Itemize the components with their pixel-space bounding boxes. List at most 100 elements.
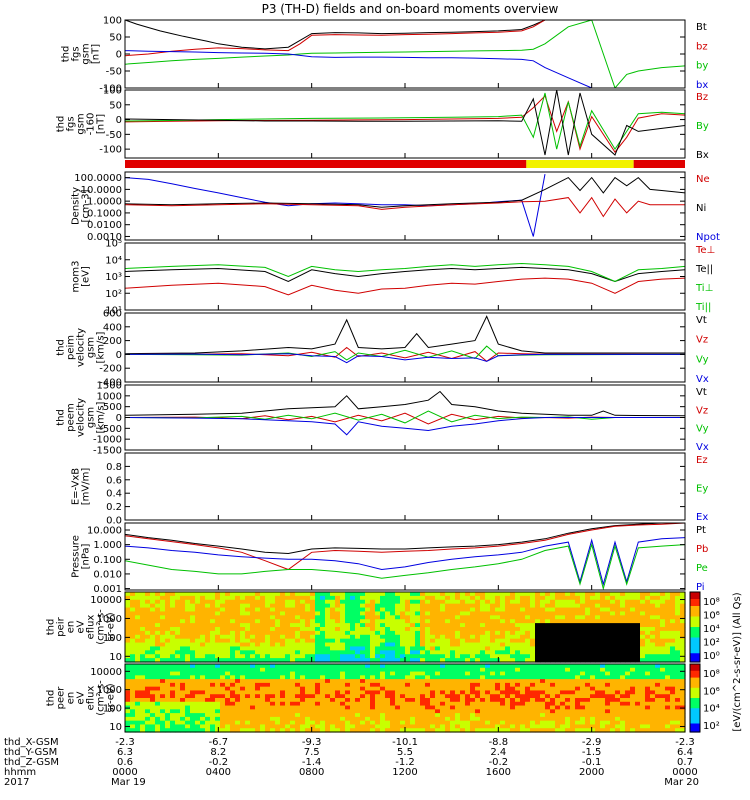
spectrogram-cell	[510, 650, 516, 655]
spectrogram-cell	[150, 686, 156, 692]
spectrogram-cell	[195, 664, 201, 669]
spectrogram-cell	[610, 603, 616, 609]
spectrogram-cell	[495, 701, 501, 707]
spectrogram-cell	[540, 701, 546, 707]
spectrogram-cell	[550, 698, 556, 703]
spectrogram-cell	[370, 654, 376, 659]
spectrogram-cell	[225, 701, 231, 707]
spectrogram-cell	[445, 679, 451, 684]
spectrogram-cell	[285, 627, 291, 632]
spectrogram-cell	[185, 694, 191, 699]
ytick-label: 10	[109, 652, 122, 663]
spectrogram-cell	[495, 623, 501, 628]
spectrogram-cell	[450, 671, 456, 676]
spectrogram-cell	[365, 690, 371, 695]
spectrogram-cell	[170, 592, 176, 597]
spectrogram-cell	[510, 690, 516, 695]
spectrogram-cell	[410, 658, 416, 663]
spectrogram-cell	[205, 619, 211, 624]
spectrogram-cell	[260, 679, 266, 684]
spectrogram-cell	[230, 646, 236, 651]
spectrogram-cell	[555, 675, 561, 680]
spectrogram-cell	[405, 611, 411, 616]
spectrogram-cell	[410, 634, 416, 640]
spectrogram-cell	[315, 716, 321, 722]
spectrogram-cell	[330, 642, 336, 648]
spectrogram-cell	[455, 654, 461, 659]
spectrogram-cell	[260, 690, 266, 695]
spectrogram-cell	[600, 675, 606, 680]
spectrogram-cell	[435, 638, 441, 644]
spectrogram-cell	[325, 667, 331, 673]
spectrogram-cell	[210, 720, 216, 726]
spectrogram-cell	[640, 638, 646, 644]
spectrogram-cell	[400, 694, 406, 699]
spectrogram-cell	[650, 599, 656, 605]
spectrogram-cell	[405, 630, 411, 636]
spectrogram-cell	[425, 720, 431, 726]
spectrogram-cell	[665, 634, 671, 640]
spectrogram-cell	[215, 671, 221, 676]
spectrogram-cell	[190, 592, 196, 597]
spectrogram-cell	[275, 716, 281, 722]
spectrogram-cell	[530, 592, 536, 597]
spectrogram-cell	[465, 646, 471, 651]
spectrogram-cell	[205, 646, 211, 651]
spectrogram-cell	[455, 675, 461, 680]
spectrogram-cell	[510, 698, 516, 703]
spectrogram-cell	[525, 603, 531, 609]
spectrogram-cell	[400, 646, 406, 651]
spectrogram-cell	[570, 690, 576, 695]
spectrogram-cell	[455, 603, 461, 609]
spectrogram-cell	[300, 658, 306, 663]
spectrogram-cell	[145, 705, 151, 710]
spectrogram-cell	[535, 720, 541, 726]
spectrogram-cell	[325, 724, 331, 729]
spectrogram-cell	[510, 705, 516, 710]
spectrogram-cell	[135, 595, 141, 601]
spectrogram-cell	[325, 720, 331, 726]
spectrogram-cell	[390, 709, 396, 714]
spectrogram-cell	[465, 623, 471, 628]
spectrogram-cell	[495, 630, 501, 636]
spectrogram-cell	[375, 615, 381, 620]
spectrogram-cell	[395, 701, 401, 707]
spectrogram-cell	[525, 720, 531, 726]
spectrogram-cell	[205, 716, 211, 722]
spectrogram-cell	[520, 603, 526, 609]
spectrogram-cell	[250, 667, 256, 673]
spectrogram-cell	[425, 675, 431, 680]
spectrogram-cell	[160, 634, 166, 640]
spectrogram-cell	[130, 630, 136, 636]
spectrogram-cell	[165, 638, 171, 644]
spectrogram-cell	[515, 716, 521, 722]
spectrogram-cell	[450, 701, 456, 707]
spectrogram-cell	[475, 671, 481, 676]
spectrogram-cell	[240, 701, 246, 707]
spectrogram-cell	[200, 667, 206, 673]
spectrogram-cell	[640, 599, 646, 605]
spectrogram-cell	[605, 675, 611, 680]
spectrogram-cell	[570, 611, 576, 616]
spectrogram-cell	[290, 686, 296, 692]
spectrogram-cell	[640, 728, 646, 733]
spectrogram-cell	[355, 705, 361, 710]
spectrogram-cell	[210, 611, 216, 616]
spectrogram-cell	[585, 638, 591, 644]
spectrogram-cell	[135, 720, 141, 726]
spectrogram-cell	[635, 603, 641, 609]
spectrogram-cell	[660, 619, 666, 624]
spectrogram-cell	[375, 642, 381, 648]
spectrogram-cell	[500, 690, 506, 695]
spectrogram-cell	[410, 667, 416, 673]
spectrogram-cell	[290, 634, 296, 640]
spectrogram-cell	[360, 595, 366, 601]
spectrogram-cell	[490, 634, 496, 640]
spectrogram-cell	[570, 709, 576, 714]
ylabel-line: peer	[56, 686, 67, 710]
spectrogram-cell	[380, 716, 386, 722]
spectrogram-cell	[305, 623, 311, 628]
ylabel-line: thd	[61, 46, 72, 63]
spectrogram-cell	[610, 646, 616, 651]
